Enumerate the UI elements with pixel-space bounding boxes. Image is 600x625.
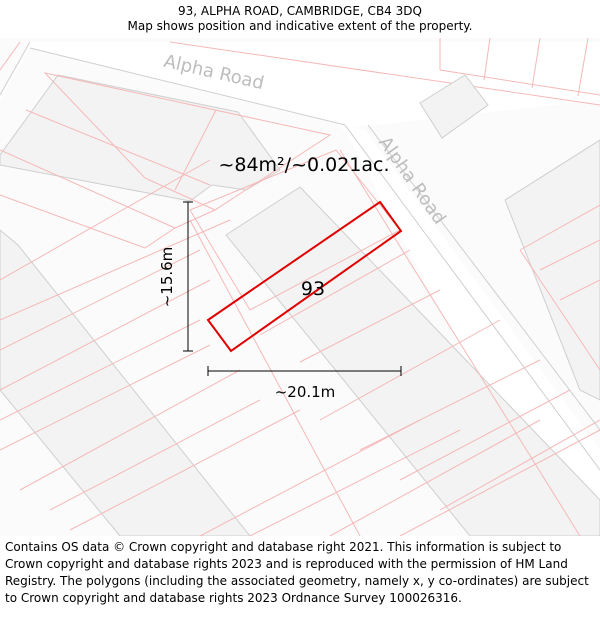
plot-number-label: 93 xyxy=(301,278,325,300)
property-boundary[interactable] xyxy=(206,200,403,353)
map-subtitle: Map shows position and indicative extent… xyxy=(127,19,473,33)
property-address-title: 93, ALPHA ROAD, CAMBRIDGE, CB4 3DQ xyxy=(178,4,422,18)
map-canvas: Alpha Road Alpha Road ~84m²/~0.021ac. 93… xyxy=(0,38,600,536)
width-dimension xyxy=(207,366,402,376)
attribution-footer: Contains OS data © Crown copyright and d… xyxy=(5,540,589,605)
parcel-boundaries xyxy=(0,72,600,536)
map-header: 93, ALPHA ROAD, CAMBRIDGE, CB4 3DQ Map s… xyxy=(0,0,600,38)
area-label: ~84m²/~0.021ac. xyxy=(218,154,389,176)
height-label: ~15.6m xyxy=(158,247,176,308)
property-map[interactable]: Alpha Road Alpha Road ~84m²/~0.021ac. 93… xyxy=(0,38,600,536)
height-dimension xyxy=(183,201,193,352)
width-label: ~20.1m xyxy=(275,383,336,401)
buildings xyxy=(0,74,600,536)
